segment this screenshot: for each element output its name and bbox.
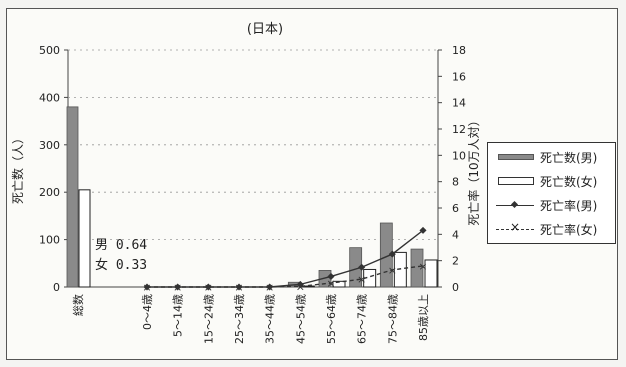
x-tick-label: 45～54歳 bbox=[294, 294, 307, 344]
point-rate-female: × bbox=[357, 273, 366, 286]
y2-tick-label: 8 bbox=[452, 176, 459, 189]
legend-label: 死亡率(男) bbox=[540, 198, 598, 213]
y-axis-label: 死亡数（人） bbox=[10, 132, 25, 204]
y2-tick-label: 4 bbox=[452, 228, 459, 241]
point-rate-female: × bbox=[142, 281, 151, 294]
y-tick-label: 0 bbox=[53, 281, 60, 294]
x-tick-label: 15～24歳 bbox=[202, 294, 215, 344]
annotation-male: 男 0.64 bbox=[95, 238, 147, 253]
y2-tick-label: 18 bbox=[452, 44, 466, 57]
point-rate-female: × bbox=[388, 264, 397, 277]
x-tick-label: 65～74歳 bbox=[356, 294, 369, 344]
point-rate-male bbox=[388, 250, 396, 258]
y2-axis-label: 死亡率（10万人対） bbox=[466, 114, 481, 225]
x-tick-label: 75～84歳 bbox=[386, 294, 399, 344]
x-tick-label: 5～14歳 bbox=[172, 294, 185, 337]
legend-label: 死亡数(女) bbox=[540, 174, 598, 189]
point-rate-female: × bbox=[173, 281, 182, 294]
point-rate-female: × bbox=[204, 281, 213, 294]
x-tick-label: 総数 bbox=[71, 294, 85, 316]
y2-tick-label: 2 bbox=[452, 255, 459, 268]
legend-swatch bbox=[494, 151, 536, 163]
legend-item: 死亡率(男) bbox=[494, 197, 597, 213]
y2-tick-label: 12 bbox=[452, 123, 466, 136]
y2-tick-label: 16 bbox=[452, 70, 466, 83]
y2-tick-label: 0 bbox=[452, 281, 459, 294]
bar-female bbox=[78, 189, 91, 288]
x-tick-label: 25～34歳 bbox=[233, 294, 246, 344]
bar-male bbox=[410, 248, 424, 288]
y-tick-label: 500 bbox=[39, 44, 60, 57]
legend-swatch bbox=[494, 220, 536, 235]
point-rate-female: × bbox=[296, 280, 305, 293]
point-rate-female: × bbox=[418, 260, 427, 273]
line-rate-female bbox=[147, 265, 424, 288]
point-rate-male bbox=[204, 283, 212, 291]
annotation-female: 女 0.33 bbox=[95, 257, 147, 273]
bar-female bbox=[332, 280, 346, 288]
x-tick-label: 85歳以上 bbox=[417, 294, 430, 341]
point-rate-male bbox=[327, 272, 335, 281]
legend-swatch bbox=[494, 175, 536, 187]
y-tick-label: 300 bbox=[39, 139, 60, 152]
y-tick-label: 400 bbox=[39, 91, 60, 104]
point-rate-female: × bbox=[326, 277, 335, 290]
x-tick-label: 35～44歳 bbox=[264, 294, 277, 344]
bar-female bbox=[393, 251, 407, 288]
point-rate-female: × bbox=[234, 281, 243, 294]
legend: 死亡数(男) 死亡数(女) 死亡率(男) 死亡率(女) bbox=[487, 142, 616, 244]
x-tick-label: 55～64歳 bbox=[325, 294, 338, 344]
legend-item: 死亡数(男) bbox=[494, 149, 597, 165]
chart-title: (日本) bbox=[247, 22, 283, 37]
point-rate-female: × bbox=[265, 281, 274, 294]
legend-label: 死亡率(女) bbox=[540, 222, 598, 237]
y2-tick-label: 10 bbox=[452, 149, 466, 162]
bar-male bbox=[66, 106, 79, 288]
legend-label: 死亡数(男) bbox=[540, 150, 598, 165]
bar-female bbox=[424, 259, 438, 288]
point-rate-male bbox=[358, 263, 366, 271]
x-tick-label: 0～4歳 bbox=[141, 294, 154, 330]
legend-item: 死亡率(女) bbox=[494, 220, 598, 237]
point-rate-male bbox=[419, 226, 427, 234]
y2-tick-label: 14 bbox=[452, 97, 466, 110]
legend-swatch bbox=[494, 199, 536, 211]
y2-tick-label: 6 bbox=[452, 202, 459, 215]
y-tick-label: 200 bbox=[39, 186, 60, 199]
y-tick-label: 100 bbox=[39, 234, 60, 247]
legend-item: 死亡数(女) bbox=[494, 173, 597, 189]
